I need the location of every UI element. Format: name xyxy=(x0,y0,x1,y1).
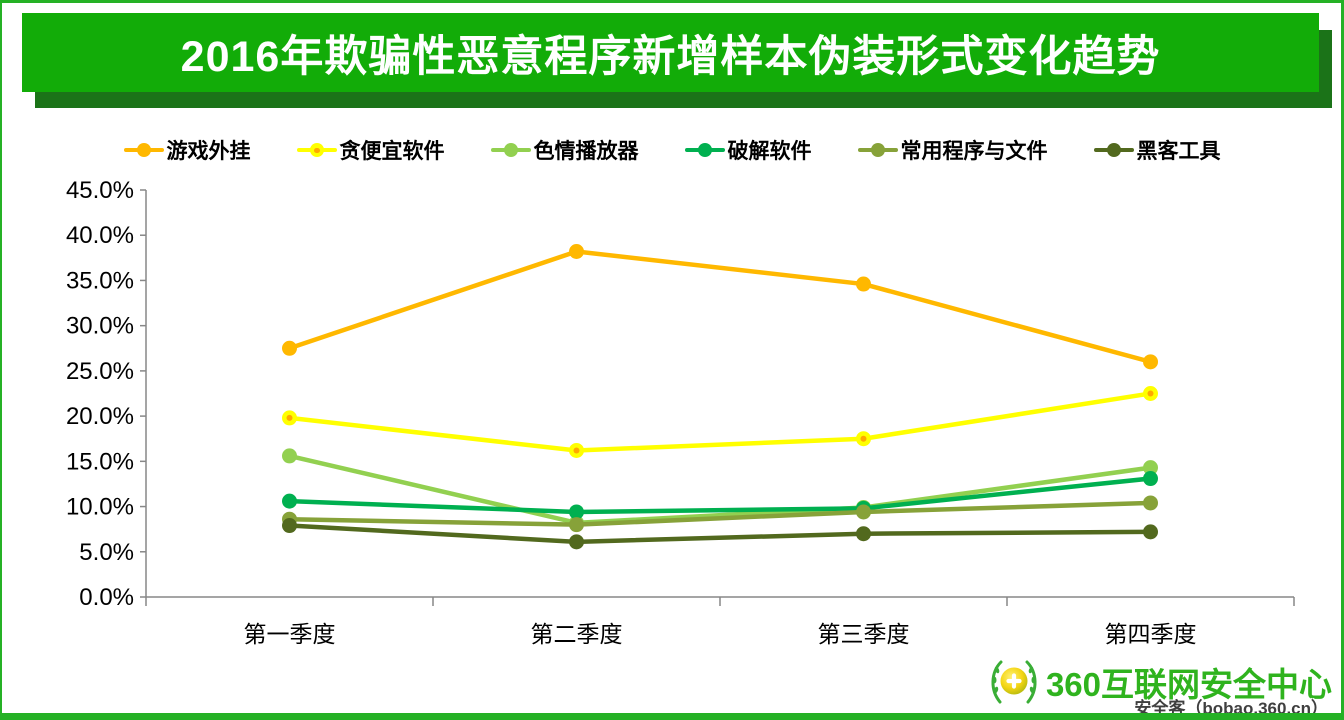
series-line-3 xyxy=(287,476,1153,515)
series-marker-0 xyxy=(1143,354,1158,370)
series-marker-4 xyxy=(569,517,584,533)
series-line-4 xyxy=(287,500,1153,527)
y-tick-label: 0.0% xyxy=(79,584,134,611)
series-marker-5 xyxy=(1143,524,1158,540)
legend-marker-icon xyxy=(296,143,337,158)
chart-legend: 游戏外挂 贪便宜软件 色情播放器 破解软件 常用程序与文件 黑客工具 xyxy=(40,134,1304,166)
y-tick-label: 25.0% xyxy=(66,358,134,385)
y-tick-label: 45.0% xyxy=(66,177,134,204)
legend-item-3: 破解软件 xyxy=(684,135,812,165)
series-line-5 xyxy=(287,523,1153,545)
legend-label: 贪便宜软件 xyxy=(339,140,445,163)
series-marker-2 xyxy=(1143,460,1158,476)
y-tick-label: 40.0% xyxy=(66,222,134,249)
series-marker-0 xyxy=(569,244,584,260)
brand-text: 360互联网安全中心 xyxy=(1045,666,1332,703)
legend-label: 黑客工具 xyxy=(1136,140,1221,163)
series-line-1 xyxy=(287,391,1153,453)
series-marker-5 xyxy=(569,534,584,550)
series-line-2 xyxy=(287,453,1153,526)
series-marker-center-1 xyxy=(573,447,580,454)
series-marker-3 xyxy=(569,504,584,520)
legend-marker-icon xyxy=(490,143,531,158)
y-tick-label: 5.0% xyxy=(79,539,134,566)
y-tick-label: 20.0% xyxy=(66,403,134,430)
series-marker-3 xyxy=(282,493,297,509)
legend-item-0: 游戏外挂 xyxy=(123,135,251,165)
legend-marker-icon xyxy=(857,143,898,158)
series-marker-4 xyxy=(856,504,871,520)
watermark-text: 安全客（bobao.360.cn） xyxy=(1134,699,1328,718)
legend-item-1: 贪便宜软件 xyxy=(296,135,445,165)
series-marker-4 xyxy=(1143,495,1158,511)
footer: 360互联网安全中心 安全客（bobao.360.cn） xyxy=(0,650,1344,720)
360-security-logo-icon xyxy=(991,660,1037,704)
page-title: 2016年欺骗性恶意程序新增样本伪装形式变化趋势 xyxy=(180,32,1161,81)
x-tick-label: 第四季度 xyxy=(1105,621,1197,647)
legend-marker-icon xyxy=(1093,143,1134,158)
series-line-0 xyxy=(287,249,1153,365)
series-marker-center-1 xyxy=(860,435,867,442)
y-tick-label: 35.0% xyxy=(66,267,134,294)
legend-label: 常用程序与文件 xyxy=(900,140,1048,163)
x-tick-label: 第一季度 xyxy=(244,621,336,647)
legend-label: 游戏外挂 xyxy=(166,140,251,163)
x-tick-label: 第三季度 xyxy=(818,621,910,647)
series-marker-3 xyxy=(1143,471,1158,487)
series-marker-0 xyxy=(856,276,871,292)
legend-item-4: 常用程序与文件 xyxy=(857,135,1048,165)
legend-item-5: 黑客工具 xyxy=(1093,135,1221,165)
series-marker-center-1 xyxy=(1147,390,1154,397)
legend-marker-icon xyxy=(684,143,725,158)
x-tick-label: 第二季度 xyxy=(531,621,623,647)
series-marker-5 xyxy=(856,526,871,542)
brand-block: 360互联网安全中心 xyxy=(988,656,1332,708)
y-tick-label: 15.0% xyxy=(66,448,134,475)
series-marker-2 xyxy=(282,448,297,464)
header-banner: 2016年欺骗性恶意程序新增样本伪装形式变化趋势 xyxy=(22,13,1319,92)
y-tick-label: 30.0% xyxy=(66,313,134,340)
legend-item-2: 色情播放器 xyxy=(490,135,639,165)
series-marker-5 xyxy=(282,518,297,534)
legend-marker-icon xyxy=(123,143,164,158)
legend-label: 色情播放器 xyxy=(533,140,639,163)
y-tick-label: 10.0% xyxy=(66,494,134,521)
series-marker-center-1 xyxy=(286,414,293,421)
series-marker-0 xyxy=(282,340,297,356)
legend-label: 破解软件 xyxy=(727,140,812,163)
